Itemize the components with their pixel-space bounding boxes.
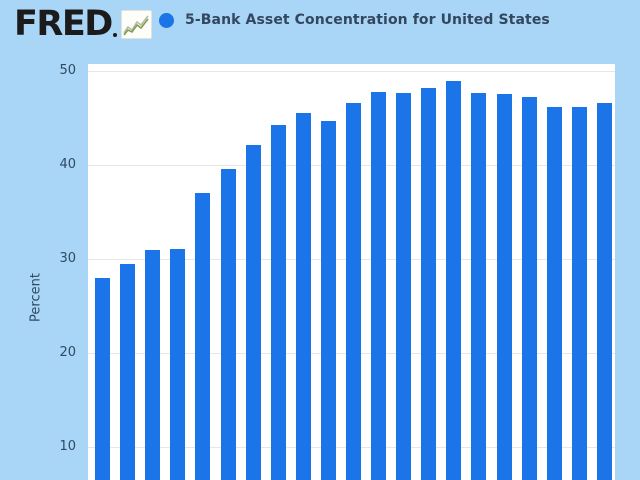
bar-7 [245, 145, 261, 480]
y-axis-title: Percent [28, 273, 44, 322]
fred-logo-text: FRED [14, 4, 113, 44]
bar-19 [546, 106, 562, 480]
bar-9 [295, 113, 311, 480]
bar-4 [170, 248, 186, 480]
y-tick-label-20: 20 [59, 345, 76, 360]
bar-8 [270, 124, 286, 480]
bar-17 [496, 93, 512, 480]
bar-13 [396, 92, 412, 480]
bar-20 [571, 106, 587, 480]
line-chart-icon [120, 9, 152, 39]
bar-3 [145, 249, 161, 480]
bar-10 [320, 120, 336, 480]
y-axis-tick-labels: 50 40 30 20 10 [36, 0, 76, 480]
bar-12 [371, 91, 387, 480]
plot-area [88, 64, 615, 480]
bar-1 [95, 277, 111, 480]
header: FRED 5-Bank Asset Concentration for Unit… [0, 0, 640, 56]
bar-16 [471, 92, 487, 480]
fred-logo[interactable]: FRED [14, 4, 152, 44]
gridline-50 [88, 71, 615, 72]
bar-18 [521, 97, 537, 480]
series-legend: 5-Bank Asset Concentration for United St… [159, 12, 550, 28]
y-tick-label-30: 30 [59, 251, 76, 266]
bar-6 [220, 168, 236, 480]
fred-logo-registered-mark [112, 33, 117, 37]
bar-14 [421, 87, 437, 480]
bar-11 [346, 102, 361, 480]
bar-5 [195, 193, 211, 480]
series-title: 5-Bank Asset Concentration for United St… [185, 12, 550, 28]
y-tick-label-10: 10 [59, 439, 76, 454]
bar-21 [596, 102, 612, 480]
y-tick-label-50: 50 [59, 63, 76, 78]
bar-2 [120, 263, 136, 480]
y-tick-label-40: 40 [59, 157, 76, 172]
series-color-dot [159, 12, 174, 28]
bar-15 [446, 81, 462, 480]
